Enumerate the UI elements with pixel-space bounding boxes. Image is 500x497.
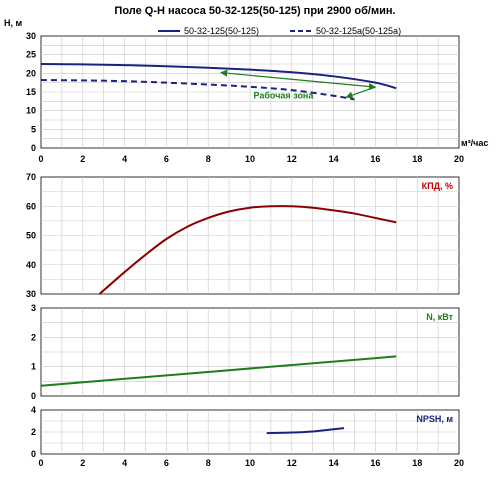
- x-tick-label: 0: [38, 154, 43, 164]
- x-tick-label: 0: [38, 458, 43, 468]
- x-tick-label: 10: [245, 154, 255, 164]
- panel-1: 0 5 10 15 20 25 30 0 2 4 6 8 10 12 14 16 18 20 H, м м³/час 5…: [4, 18, 488, 164]
- series-line-1-2: [40, 79, 355, 101]
- y-tick-label: 0: [31, 391, 36, 401]
- y-tick-label: 2: [31, 427, 36, 437]
- panel-2: 30 40 50 60 70 КПД, %: [26, 172, 460, 299]
- x-tick-label: 4: [122, 154, 127, 164]
- x-tick-label: 18: [412, 458, 422, 468]
- x-tick-label: 4: [122, 458, 127, 468]
- y-axis-label: H, м: [4, 18, 23, 28]
- y-tick-label: 60: [26, 201, 36, 211]
- y-tick-label: 30: [26, 31, 36, 41]
- y-tick-label: 0: [31, 143, 36, 153]
- working-zone-arrow: [220, 69, 377, 91]
- series-line-2-1: [98, 205, 397, 295]
- y-tick-label: 70: [26, 172, 36, 182]
- y-axis-label: N, кВт: [426, 312, 453, 322]
- working-zone-label: Рабочая зона: [253, 91, 314, 101]
- y-tick-label: 25: [26, 50, 36, 60]
- series-line-4-1: [266, 427, 345, 435]
- y-tick-label: 30: [26, 289, 36, 299]
- x-tick-label: 18: [412, 154, 422, 164]
- x-tick-label: 20: [454, 154, 464, 164]
- y-tick-label: 20: [26, 68, 36, 78]
- y-tick-label: 3: [31, 303, 36, 313]
- y-tick-label: 1: [31, 362, 36, 372]
- x-tick-label: 6: [164, 154, 169, 164]
- x-tick-label: 12: [287, 458, 297, 468]
- series-line-3-1: [40, 355, 397, 387]
- y-tick-label: 4: [31, 405, 36, 415]
- x-tick-label: 6: [164, 458, 169, 468]
- x-tick-label: 14: [329, 154, 339, 164]
- y-tick-label: 0: [31, 449, 36, 459]
- y-tick-label: 10: [26, 106, 36, 116]
- legend-entry: 50-32-125(50-125): [184, 26, 259, 36]
- x-tick-label: 2: [80, 154, 85, 164]
- x-tick-label: 8: [206, 458, 211, 468]
- x-tick-label: 16: [370, 154, 380, 164]
- y-tick-label: 5: [31, 124, 36, 134]
- x-tick-label: 14: [329, 458, 339, 468]
- panel-4: 0 2 4 0 2 4 6 8 10 12 14 16 18 20 NPSH, м: [31, 405, 464, 468]
- x-tick-label: 20: [454, 458, 464, 468]
- x-tick-label: 8: [206, 154, 211, 164]
- y-axis-label: КПД, %: [422, 181, 453, 191]
- x-axis-label: м³/час: [461, 138, 488, 148]
- working-zone: Рабочая зона: [220, 69, 377, 101]
- y-tick-label: 40: [26, 260, 36, 270]
- y-tick-label: 50: [26, 231, 36, 241]
- y-tick-label: 2: [31, 332, 36, 342]
- x-tick-label: 16: [370, 458, 380, 468]
- panel-3: 0 1 2 3 N, кВт: [31, 303, 460, 401]
- y-tick-label: 15: [26, 87, 36, 97]
- x-tick-label: 10: [245, 458, 255, 468]
- y-axis-label: NPSH, м: [416, 414, 453, 424]
- chart-title: Поле Q-H насоса 50-32-125(50-125) при 29…: [114, 5, 395, 17]
- legend: 50-32-125(50-125) 50-32-125a(50-125a): [158, 26, 401, 36]
- legend-entry: 50-32-125a(50-125a): [316, 26, 401, 36]
- x-tick-label: 2: [80, 458, 85, 468]
- x-tick-label: 12: [287, 154, 297, 164]
- working-zone-arrow: [345, 86, 376, 99]
